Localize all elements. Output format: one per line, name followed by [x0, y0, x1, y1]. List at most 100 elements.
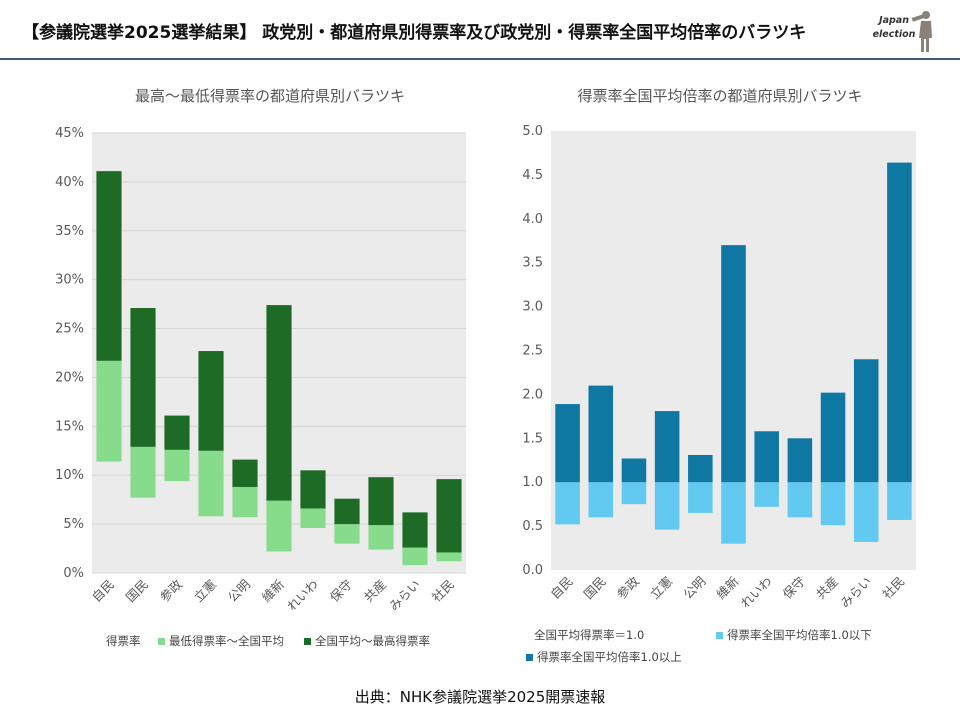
y-tick-label: 10%	[55, 468, 84, 483]
x-tick-label: 自民	[547, 574, 575, 602]
bar-lower	[754, 482, 779, 507]
bar-lower	[402, 547, 428, 566]
bar-upper	[654, 411, 680, 483]
legend-swatch-dark-blue	[526, 654, 533, 661]
y-tick-label: 1.0	[522, 475, 543, 490]
bar-upper	[436, 479, 462, 553]
legend-label: 得票率全国平均倍率1.0以上	[537, 650, 682, 664]
bar-upper	[853, 359, 879, 483]
bar-lower	[887, 482, 912, 520]
x-tick-label: 保守	[780, 574, 808, 602]
legend-swatch-dark-green	[304, 638, 311, 645]
y-tick-label: 20%	[55, 370, 84, 385]
bar-lower	[96, 360, 122, 462]
legend-item-below-avg: 得票率全国平均倍率1.0以下	[716, 627, 872, 643]
y-tick-label: 5%	[63, 517, 84, 532]
bar-upper	[96, 171, 122, 361]
bar-upper	[368, 477, 394, 526]
header-divider	[0, 58, 960, 60]
y-tick-label: 30%	[55, 273, 84, 288]
y-tick-label: 35%	[55, 224, 84, 239]
y-tick-label: 5.0	[522, 124, 543, 139]
bar-lower	[300, 508, 326, 529]
bar-upper	[555, 404, 580, 483]
y-tick-label: 3.0	[522, 300, 543, 315]
bar-upper	[130, 308, 156, 447]
legend-swatch-light-blue	[716, 632, 723, 639]
japan-election-logo: Japan election	[872, 6, 938, 52]
x-tick-label: 国民	[581, 574, 609, 602]
bar-lower	[787, 482, 813, 518]
y-tick-label: 2.5	[522, 344, 543, 359]
bar-upper	[402, 512, 428, 548]
y-tick-label: 0.5	[522, 519, 543, 534]
x-tick-label: みらい	[837, 574, 874, 611]
page-title: 【参議院選挙2025選挙結果】 政党別・都道府県別得票率及び政党別・得票率全国平…	[22, 23, 807, 43]
legend-label: 全国平均～最高得票率	[315, 634, 430, 648]
x-tick-label: 立憲	[647, 574, 675, 602]
legend-item-above-avg: 得票率全国平均倍率1.0以上	[526, 649, 682, 665]
legend-label: 得票率全国平均倍率1.0以下	[727, 628, 872, 642]
left-chart-title: 最高～最低得票率の都道府県別バラツキ	[134, 87, 405, 105]
bar-upper	[232, 459, 258, 487]
bar-lower	[820, 482, 846, 526]
y-tick-label: 2.0	[522, 387, 543, 402]
legend-item-avg-to-high: 全国平均～最高得票率	[304, 633, 430, 649]
bar-upper	[820, 392, 846, 483]
bar-lower	[266, 500, 292, 552]
x-tick-label: 共産	[813, 574, 841, 602]
bar-upper	[621, 458, 647, 483]
bar-lower	[688, 482, 713, 513]
legend-label: 最低得票率～全国平均	[169, 634, 284, 648]
bar-upper	[721, 245, 746, 483]
telescope-person-icon	[911, 11, 932, 52]
bar-lower	[853, 482, 879, 542]
x-tick-label: れいわ	[738, 574, 775, 611]
y-tick-label: 1.5	[522, 431, 543, 446]
right-chart-title: 得票率全国平均倍率の都道府県別バラツキ	[577, 87, 863, 105]
legend-title: 得票率	[106, 634, 141, 648]
y-tick-label: 4.0	[522, 212, 543, 227]
logo-line1: Japan	[879, 15, 909, 26]
bar-lower	[130, 446, 156, 498]
bar-lower	[621, 482, 647, 505]
bar-lower	[334, 524, 360, 544]
y-tick-label: 40%	[55, 175, 84, 190]
bar-lower	[654, 482, 680, 530]
y-tick-label: 0%	[63, 566, 84, 581]
legend-swatch-light-green	[158, 638, 165, 645]
y-tick-label: 4.5	[522, 168, 543, 183]
bar-lower	[436, 552, 462, 562]
legend-item-low-to-avg: 最低得票率～全国平均	[158, 633, 284, 649]
x-tick-label: 社民	[879, 574, 907, 602]
y-tick-label: 0.0	[522, 563, 543, 578]
logo-line2: election	[872, 29, 916, 40]
bar-lower	[368, 525, 394, 550]
bar-upper	[887, 162, 912, 483]
bar-lower	[588, 482, 614, 518]
y-tick-label: 3.5	[522, 256, 543, 271]
bar-lower	[721, 482, 746, 544]
logo-text: Japan election	[872, 14, 916, 42]
bar-upper	[754, 431, 779, 483]
y-tick-label: 15%	[55, 419, 84, 434]
y-tick-label: 45%	[55, 126, 84, 141]
y-tick-label: 25%	[55, 322, 84, 337]
bar-upper	[787, 438, 813, 483]
bar-upper	[164, 415, 190, 450]
bar-upper	[688, 454, 713, 483]
x-tick-label: 参政	[614, 573, 643, 602]
bar-upper	[300, 470, 326, 509]
bar-upper	[266, 305, 292, 501]
bar-lower	[198, 450, 224, 517]
x-tick-label: 公明	[680, 574, 708, 602]
x-tick-label: 維新	[713, 574, 741, 602]
bar-upper	[198, 351, 224, 451]
source-note: 出典：NHK参議院選挙2025開票速報	[354, 688, 606, 706]
bar-lower	[555, 482, 580, 525]
bar-upper	[588, 385, 614, 483]
bar-lower	[232, 486, 258, 518]
bar-lower	[164, 449, 190, 482]
